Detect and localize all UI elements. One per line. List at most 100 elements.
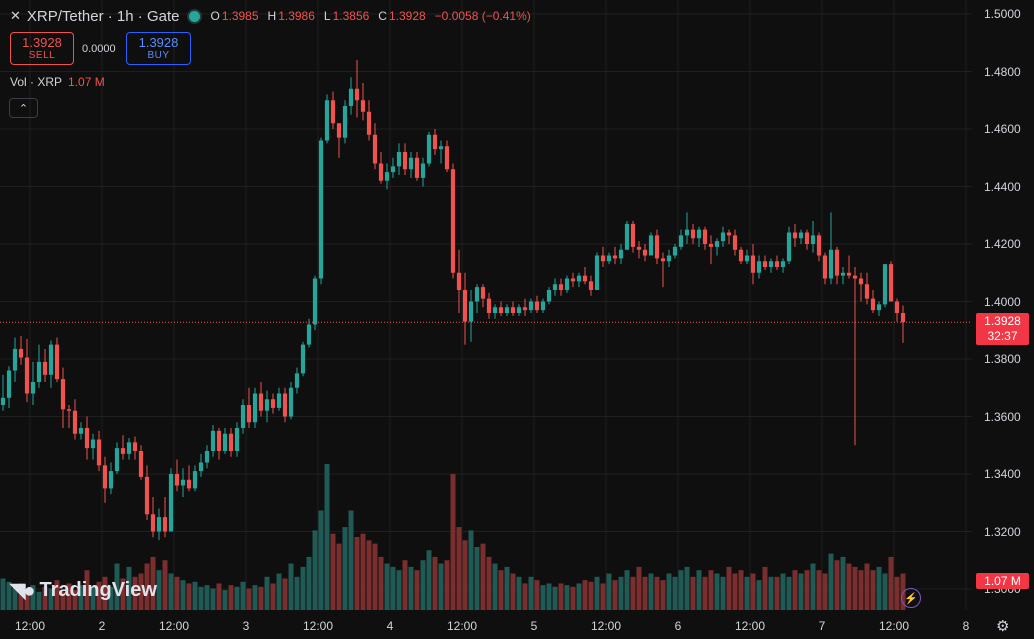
candle-body xyxy=(606,255,612,262)
volume-bar xyxy=(714,573,720,610)
candle-body xyxy=(564,278,570,290)
volume-bar xyxy=(786,576,792,610)
candle-body xyxy=(450,169,456,273)
candle-body xyxy=(852,275,858,279)
buy-button[interactable]: 1.3928 BUY xyxy=(126,32,191,65)
volume-bar xyxy=(156,570,162,610)
candle-body xyxy=(486,298,492,313)
candle-body xyxy=(420,163,426,178)
volume-bar xyxy=(204,585,210,610)
volume-bar xyxy=(516,576,522,610)
candle-body xyxy=(72,410,78,434)
volume-bar xyxy=(66,583,72,610)
change-value: −0.0058 (−0.41%) xyxy=(434,9,531,23)
volume-bar xyxy=(750,573,756,610)
volume-bar xyxy=(198,586,204,610)
volume-bar xyxy=(666,573,672,610)
price-tick-label: 1.4600 xyxy=(984,122,1021,136)
time-tick-label: 12:00 xyxy=(590,619,622,633)
volume-bar xyxy=(618,576,624,610)
symbol-title[interactable]: XRP/Tether · 1h · Gate xyxy=(26,7,180,25)
candle-body xyxy=(24,357,30,394)
candle-body xyxy=(474,287,480,302)
volume-bar xyxy=(756,580,762,610)
candle-body xyxy=(900,313,906,323)
volume-bar xyxy=(126,566,132,610)
candle-body xyxy=(198,462,204,472)
gear-icon[interactable]: ⚙ xyxy=(996,618,1010,635)
volume-bar xyxy=(492,563,498,610)
volume-bar xyxy=(372,543,378,610)
last-price-tag: 1.3928 32:37 xyxy=(976,313,1029,345)
volume-bar xyxy=(96,581,102,610)
sell-price: 1.3928 xyxy=(22,34,62,50)
volume-bar xyxy=(384,563,390,610)
volume-bar xyxy=(138,573,144,610)
candle-body xyxy=(144,476,150,515)
candle-body xyxy=(870,298,876,311)
collapse-legend-button[interactable]: ⌃ xyxy=(9,98,38,118)
price-tick-label: 1.4000 xyxy=(984,294,1021,309)
volume-bar xyxy=(588,581,594,610)
candle-body xyxy=(66,409,72,411)
time-tick-label: 6 xyxy=(674,619,682,633)
candlesticks xyxy=(0,60,906,541)
candle-body xyxy=(600,255,606,262)
candle-body xyxy=(216,430,222,451)
candle-body xyxy=(552,284,558,290)
candle-body xyxy=(438,146,444,150)
volume-bar xyxy=(192,581,198,610)
volume-bar xyxy=(180,580,186,610)
candle-body xyxy=(282,393,288,417)
candle-body xyxy=(414,157,420,178)
volume-bar xyxy=(822,573,828,610)
candle-body xyxy=(330,100,336,124)
volume-bar xyxy=(582,580,588,610)
volume-bar xyxy=(234,586,240,610)
volume-bar xyxy=(738,570,744,610)
candle-body xyxy=(114,448,120,472)
volume-bar xyxy=(162,560,168,610)
candle-body xyxy=(168,474,174,532)
candle-body xyxy=(150,514,156,532)
chevron-up-icon: ⌃ xyxy=(18,102,29,115)
volume-bar xyxy=(108,586,114,610)
volume-bar xyxy=(390,566,396,610)
volume-bar xyxy=(114,563,120,610)
candle-body xyxy=(612,255,618,259)
volume-bar xyxy=(528,576,534,610)
candle-body xyxy=(492,307,498,313)
volume-bars xyxy=(0,464,906,610)
candle-body xyxy=(558,284,564,290)
volume-bar xyxy=(630,576,636,610)
volume-bar xyxy=(216,583,222,610)
volume-bar xyxy=(0,578,6,610)
volume-bar xyxy=(870,570,876,610)
candle-body xyxy=(534,301,540,311)
volume-bar xyxy=(810,563,816,610)
volume-label: Vol · XRP xyxy=(10,75,63,89)
volume-bar xyxy=(150,556,156,610)
candle-body xyxy=(702,229,708,244)
sell-button[interactable]: 1.3928 SELL xyxy=(10,32,74,65)
time-tick-label: 8 xyxy=(962,619,970,633)
volume-bar xyxy=(504,566,510,610)
candle-body xyxy=(894,301,900,313)
close-icon[interactable]: ✕ xyxy=(10,8,21,23)
volume-bar xyxy=(768,576,774,610)
volume-bar xyxy=(648,573,654,610)
volume-bar xyxy=(132,576,138,610)
candle-body xyxy=(516,307,522,313)
volume-bar xyxy=(324,464,330,610)
tradingview-logo[interactable]: ◥● TradingView xyxy=(10,578,157,603)
volume-bar xyxy=(480,543,486,610)
volume-bar xyxy=(270,583,276,610)
last-price: 1.3928 xyxy=(984,314,1021,328)
candle-body xyxy=(138,451,144,477)
candle-body xyxy=(864,284,870,299)
lightning-icon[interactable]: ⚡ xyxy=(901,588,921,608)
buy-price: 1.3928 xyxy=(138,34,179,50)
candle-body xyxy=(576,275,582,282)
spread-value: 0.0000 xyxy=(82,43,116,55)
